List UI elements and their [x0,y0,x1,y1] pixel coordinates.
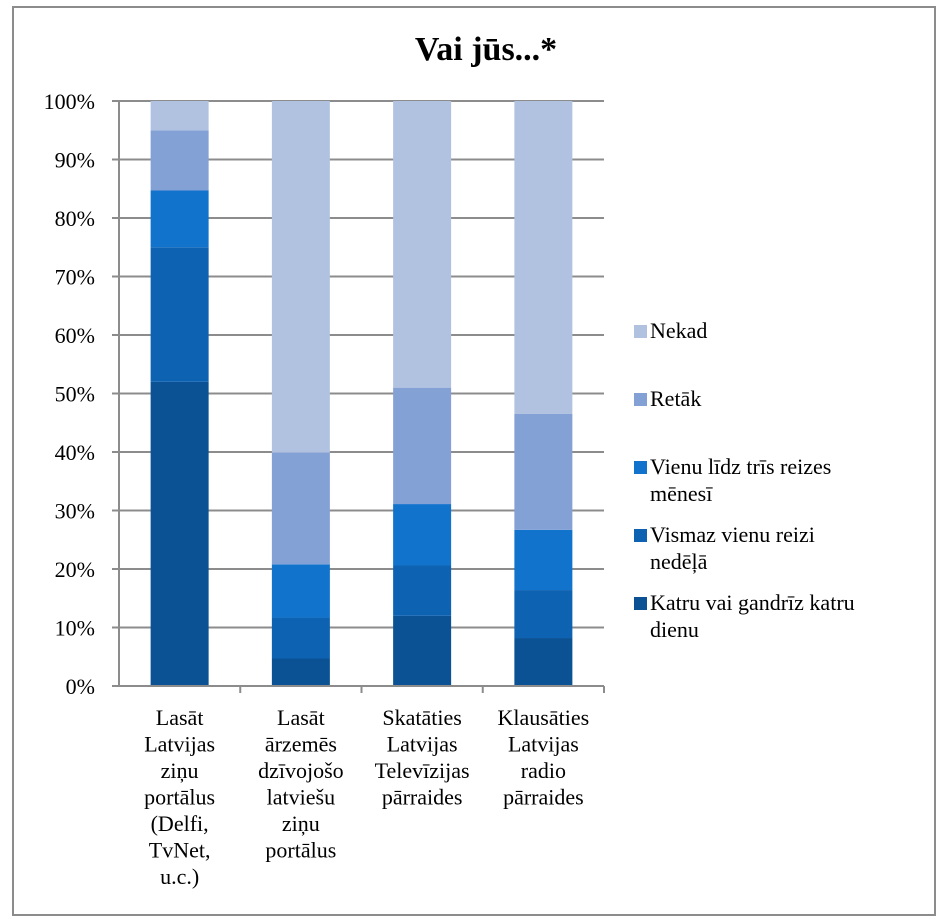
bar-segment [271,564,330,618]
y-tick-label: 20% [55,557,95,582]
bar-segment [393,101,452,388]
x-tick-label: Lasāt Latvijas ziņu portālus (Delfi, TvNet, u.… [144,705,215,889]
legend-label: Retāk [650,386,701,411]
x-tick-label-line: u.c.) [160,864,199,889]
legend-label-line: Nekad [650,318,707,343]
legend-label-line: nedēļā [650,549,708,574]
bar-segment [514,529,573,591]
bar-segment [150,130,209,191]
legend-label-line: Retāk [650,386,701,411]
bar-segment [514,638,573,686]
legend-label: Katru vai gandrīz katru dienu [650,590,855,642]
bar-segment [393,504,452,566]
legend-swatch [634,597,647,610]
x-tick-label-line: Latvijas [387,732,458,757]
x-tick-label-line: ziņu [161,758,199,783]
x-tick-label-line: pārraides [382,785,463,810]
bar-segment [393,615,452,686]
legend-label-line: Vismaz vienu reizi [650,522,815,547]
y-tick-label: 0% [66,674,95,699]
y-tick-label: 10% [55,616,95,641]
bar-segment [514,101,573,414]
x-tick-label-line: latviešu [267,785,335,810]
y-tick-label: 80% [55,206,95,231]
bar-segment [150,381,209,686]
x-tick-label-line: portālus [144,785,215,810]
x-tick-label: Lasāt ārzemēs dzīvojošo latviešu ziņu portālu… [258,705,344,863]
legend-label-line: mēnesī [650,481,713,506]
bar-segment [150,247,209,382]
legend-label: Nekad [650,318,707,343]
x-tick-label-line: Televīzijas [375,758,470,783]
x-tick-label-line: ārzemēs [265,732,337,757]
x-tick-label: Klausāties Latvijas radio pārraides [498,705,590,810]
chart-title: Vai jūs...* [415,31,557,68]
bar-segment [150,190,209,248]
x-tick-label-line: pārraides [503,785,584,810]
bar-segment [271,617,330,659]
bar-segment [393,565,452,616]
x-tick-label-line: ziņu [282,811,320,836]
x-tick-label-line: radio [521,758,566,783]
y-tick-label: 100% [44,89,95,114]
bar-segment [150,101,209,131]
legend-label-line: Vienu līdz trīs reizes [650,454,831,479]
legend-label: Vienu līdz trīs reizes mēnesī [650,454,831,506]
y-tick-label: 90% [55,148,95,173]
bar-segment [514,413,573,530]
bar-segment [393,387,452,505]
x-tick-label-line: portālus [265,838,336,863]
legend-label-line: Katru vai gandrīz katru [650,590,855,615]
legend-swatch [634,461,647,474]
x-tick-label: Skatāties Latvijas Televīzijas pārraides [375,705,470,810]
x-tick-label-line: Skatāties [382,705,461,730]
x-tick-label-line: Latvijas [508,732,579,757]
y-tick-label: 50% [55,382,95,407]
legend-swatch [634,529,647,542]
y-tick-label: 60% [55,323,95,348]
legend-label: Vismaz vienu reizi nedēļā [650,522,815,574]
x-tick-label-line: dzīvojošo [258,758,344,783]
x-tick-label-line: (Delfi, [151,811,209,836]
x-tick-label-line: Latvijas [144,732,215,757]
x-tick-label-line: TvNet, [149,838,211,863]
bar-segment [271,101,330,453]
y-tick-label: 70% [55,265,95,290]
legend-label-line: dienu [650,617,699,642]
x-tick-label-line: Lasāt [277,705,325,730]
legend-swatch [634,325,647,338]
bar-segment [514,590,573,639]
x-tick-label-line: Klausāties [498,705,590,730]
x-tick-label-line: Lasāt [156,705,204,730]
y-tick-label: 30% [55,499,95,524]
bar-segment [271,658,330,686]
bar-segment [271,452,330,565]
y-tick-label: 40% [55,440,95,465]
legend-swatch [634,393,647,406]
